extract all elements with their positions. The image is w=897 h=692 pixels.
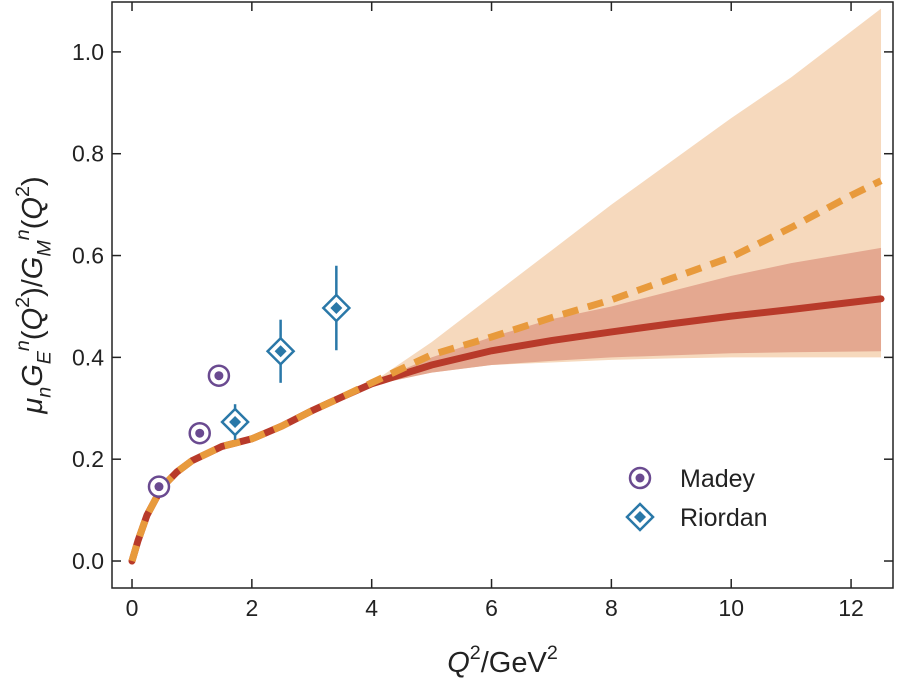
label-part: G — [17, 364, 49, 387]
curve — [128, 177, 883, 563]
label-part: 2 — [12, 297, 34, 308]
data-point-dot — [330, 301, 343, 314]
y-tick-label: 0.6 — [72, 243, 104, 269]
label-part: ( — [17, 330, 49, 340]
data-point-dot — [154, 482, 164, 492]
y-tick-label: 0.4 — [72, 344, 104, 370]
y-tick-label: 1.0 — [72, 39, 104, 65]
x-tick-label: 10 — [718, 595, 744, 621]
label-part: ( — [17, 219, 49, 229]
x-tick-label: 2 — [245, 595, 258, 621]
label-part: G — [17, 257, 49, 280]
label-part: /GeV — [481, 647, 548, 679]
y-tick-label: 0.8 — [72, 141, 104, 167]
label-part: n — [12, 229, 34, 240]
legend-marker-dot — [634, 511, 646, 523]
label-part: M — [34, 240, 56, 257]
x-tick-label: 6 — [485, 595, 498, 621]
y-tick-label: 0.2 — [72, 446, 104, 472]
label-part: 2 — [470, 642, 481, 664]
data-point-dot — [195, 428, 205, 438]
data-point-dot — [214, 371, 224, 381]
label-part: E — [34, 350, 56, 364]
label-part: n — [12, 340, 34, 351]
x-tick-label: 4 — [365, 595, 378, 621]
legend-marker-dot — [635, 473, 645, 483]
data-point-dot — [274, 345, 287, 358]
label-part: 2 — [547, 642, 558, 664]
x-tick-label: 8 — [605, 595, 618, 621]
label-part: μ — [17, 398, 49, 415]
label-part: n — [34, 387, 56, 398]
label-part: ) — [17, 176, 49, 186]
x-axis-label: Q2/GeV2 — [447, 642, 558, 679]
legend-label: Madey — [680, 465, 756, 493]
y-axis-label: μnGEn(Q2)/GMn(Q2) — [12, 176, 56, 414]
legend-label: Riordan — [680, 504, 768, 532]
label-part: Q — [17, 308, 49, 331]
y-tick-label: 0.0 — [72, 548, 104, 574]
label-part: 2 — [12, 186, 34, 197]
data-point-dot — [229, 416, 242, 429]
x-tick-label: 0 — [126, 595, 139, 621]
label-part: Q — [17, 197, 49, 220]
label-part: Q — [447, 647, 470, 679]
plot-frame — [111, 1, 894, 589]
label-part: )/ — [17, 278, 49, 297]
x-tick-label: 12 — [838, 595, 864, 621]
